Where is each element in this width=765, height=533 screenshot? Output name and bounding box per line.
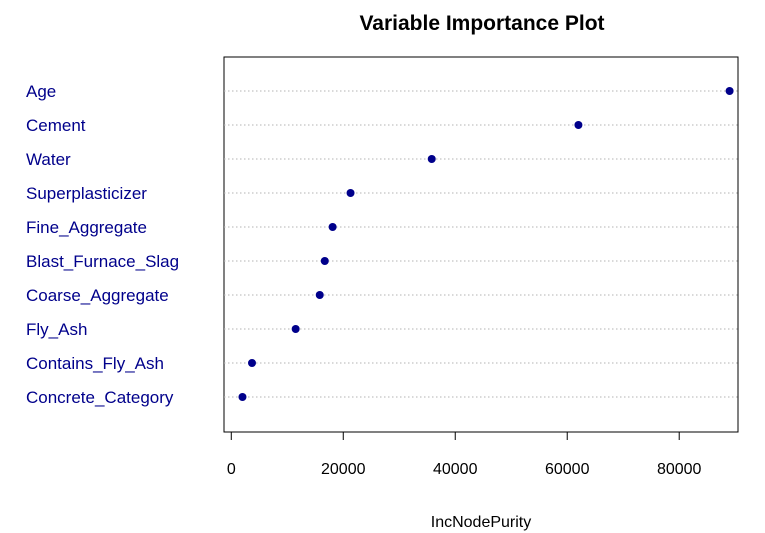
- x-tick-label: 80000: [657, 461, 702, 478]
- x-tick-label: 60000: [545, 461, 590, 478]
- x-tick-label: 20000: [321, 461, 366, 478]
- data-point: [291, 325, 300, 333]
- data-point: [320, 257, 329, 265]
- data-point: [574, 121, 583, 129]
- x-tick-label: 0: [227, 461, 236, 478]
- data-point: [328, 223, 337, 231]
- variable-label: Age: [26, 82, 56, 101]
- data-point: [247, 359, 256, 367]
- variable-labels: Age Cement Water Superplasticizer Fine_Aggre…: [26, 82, 179, 407]
- variable-label: Fine_Aggregate: [26, 218, 147, 237]
- variable-label: Blast_Furnace_Slag: [26, 252, 179, 271]
- data-point: [427, 155, 436, 163]
- variable-label: Fly_Ash: [26, 320, 87, 339]
- variable-label: Superplasticizer: [26, 184, 147, 203]
- variable-label: Concrete_Category: [26, 388, 174, 407]
- data-point: [725, 87, 734, 95]
- variable-label: Coarse_Aggregate: [26, 286, 169, 305]
- variable-label: Contains_Fly_Ash: [26, 354, 164, 373]
- data-point: [346, 189, 355, 197]
- x-axis: 0 20000 40000 60000 80000: [227, 431, 702, 478]
- chart-title: Variable Importance Plot: [359, 12, 604, 35]
- data-point: [315, 291, 324, 299]
- grid-lines: [224, 90, 738, 398]
- plot-frame: [223, 56, 739, 433]
- variable-label: Water: [26, 150, 71, 169]
- x-tick-label: 40000: [433, 461, 478, 478]
- variable-label: Cement: [26, 116, 86, 135]
- data-point: [238, 393, 247, 401]
- data-points: [238, 87, 734, 401]
- x-axis-title: IncNodePurity: [431, 514, 532, 531]
